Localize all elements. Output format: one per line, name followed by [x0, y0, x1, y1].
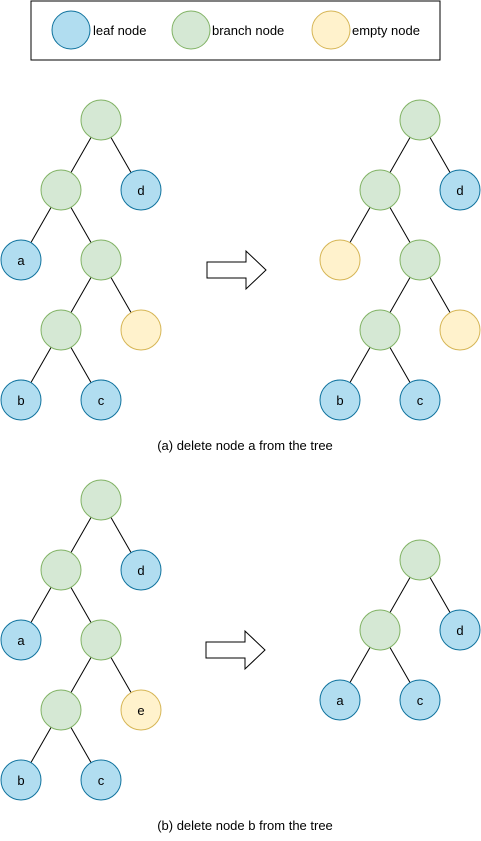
tree-a-before: d a b c: [0, 99, 162, 421]
caption-b: (b) delete node b from the tree: [157, 818, 333, 833]
branch-node: [399, 99, 441, 141]
empty-node-e: [120, 689, 162, 731]
branch-node: [40, 309, 82, 351]
legend: leaf node branch node empty node: [30, 0, 441, 61]
leaf-node-b: [0, 759, 42, 801]
right-arrow-icon: [205, 629, 266, 671]
node-label-e: e: [137, 703, 144, 718]
empty-node: [120, 309, 162, 351]
leaf-node-d: [120, 549, 162, 591]
branch-node: [399, 539, 441, 581]
branch-node: [359, 609, 401, 651]
leaf-node-d: [439, 609, 481, 651]
node-label-b: b: [336, 393, 343, 408]
node-label-d: d: [456, 183, 463, 198]
tree-b-before: d a e b c: [0, 479, 162, 801]
leaf-node-a: [319, 679, 361, 721]
branch-node: [80, 619, 122, 661]
legend-branch-swatch: [171, 10, 211, 50]
legend-box: [30, 0, 441, 61]
leaf-node-c: [399, 379, 441, 421]
caption-a: (a) delete node a from the tree: [157, 438, 333, 453]
node-label-b: b: [17, 393, 24, 408]
legend-branch-label: branch node: [212, 23, 284, 38]
branch-node: [359, 169, 401, 211]
legend-leaf-swatch: [51, 10, 91, 50]
branch-node: [359, 309, 401, 351]
tree-b-after: d a c: [319, 539, 481, 721]
node-label-c: c: [98, 393, 105, 408]
branch-node: [40, 689, 82, 731]
leaf-node-a: [0, 239, 42, 281]
leaf-node-d: [120, 169, 162, 211]
branch-node: [80, 479, 122, 521]
leaf-node-c: [399, 679, 441, 721]
legend-empty-swatch: [311, 10, 351, 50]
node-label-d: d: [456, 623, 463, 638]
node-label-c: c: [417, 393, 424, 408]
branch-node: [80, 239, 122, 281]
leaf-node-a: [0, 619, 42, 661]
leaf-node-b: [319, 379, 361, 421]
leaf-node-d: [439, 169, 481, 211]
node-label-c: c: [417, 693, 424, 708]
empty-node: [439, 309, 481, 351]
node-label-b: b: [17, 773, 24, 788]
leaf-node-c: [80, 759, 122, 801]
branch-node: [40, 549, 82, 591]
node-label-a: a: [17, 633, 25, 648]
node-label-d: d: [137, 183, 144, 198]
right-arrow-icon: [206, 249, 267, 291]
tree-a-after: d b c: [319, 99, 481, 421]
leaf-node-b: [0, 379, 42, 421]
legend-empty-label: empty node: [352, 23, 420, 38]
node-label-c: c: [98, 773, 105, 788]
branch-node: [399, 239, 441, 281]
branch-node: [40, 169, 82, 211]
legend-leaf-label: leaf node: [93, 23, 147, 38]
empty-node: [319, 239, 361, 281]
branch-node: [80, 99, 122, 141]
leaf-node-c: [80, 379, 122, 421]
node-label-a: a: [17, 253, 25, 268]
node-label-d: d: [137, 563, 144, 578]
node-label-a: a: [336, 693, 344, 708]
